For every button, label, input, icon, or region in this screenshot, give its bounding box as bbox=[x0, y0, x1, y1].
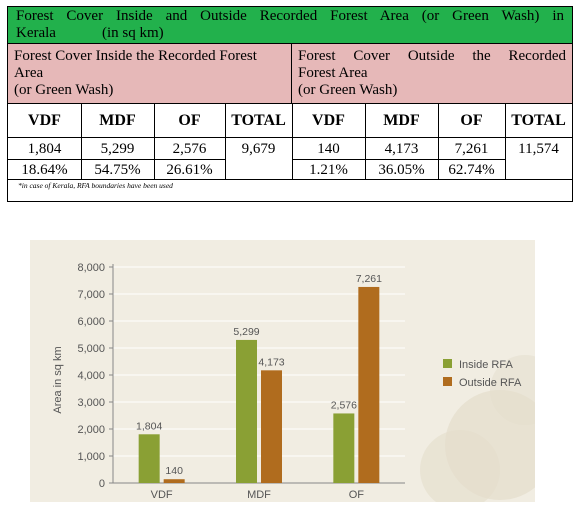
inside-heading-line3: (or Green Wash) bbox=[14, 82, 114, 98]
value-mdf-outside: 4,173 bbox=[384, 141, 419, 157]
table-rule bbox=[438, 104, 439, 179]
col-header-total-outside: TOTAL bbox=[511, 112, 566, 129]
y-tick-label: 8,000 bbox=[77, 262, 105, 274]
bar-mdf-inside bbox=[236, 339, 257, 483]
outside-heading-line1: Forest Cover Outside the Recorded bbox=[298, 48, 566, 64]
bar-mdf-outside bbox=[261, 370, 282, 483]
col-header-of-outside: OF bbox=[460, 112, 483, 129]
value-vdf-outside: 140 bbox=[317, 141, 340, 157]
outside-heading-line3: (or Green Wash) bbox=[298, 82, 398, 98]
y-tick-label: 6,000 bbox=[77, 316, 105, 328]
value-total-inside: 9,679 bbox=[241, 141, 276, 157]
percent-mdf-outside: 36.05% bbox=[378, 162, 425, 178]
value-of-inside: 2,576 bbox=[172, 141, 207, 157]
x-category-label: OF bbox=[349, 489, 365, 501]
x-category-label: VDF bbox=[151, 489, 173, 501]
table-rule bbox=[8, 159, 225, 160]
table-group-headings: Forest Cover Inside the Recorded Forest … bbox=[8, 44, 572, 104]
y-tick-label: 1,000 bbox=[77, 451, 105, 463]
legend-label: Inside RFA bbox=[459, 359, 513, 371]
value-mdf-inside: 5,299 bbox=[100, 141, 135, 157]
col-header-total-inside: TOTAL bbox=[231, 112, 286, 129]
table-title-line2: Kerala (in sq km) bbox=[16, 25, 564, 42]
percent-mdf-inside: 54.75% bbox=[94, 162, 141, 178]
col-header-of-inside: OF bbox=[178, 112, 201, 129]
data-label: 140 bbox=[165, 465, 183, 477]
table-footnote: *in case of Kerala, RFA boundaries have … bbox=[18, 181, 173, 190]
table-rule bbox=[292, 159, 505, 160]
y-tick-label: 4,000 bbox=[77, 370, 105, 382]
table-title-unit: (in sq km) bbox=[101, 25, 164, 41]
table-title: Forest Cover Inside and Outside Recorded… bbox=[8, 7, 572, 44]
y-axis-title: Area in sq km bbox=[52, 346, 64, 413]
bar-of-inside bbox=[333, 413, 355, 483]
col-header-mdf-outside: MDF bbox=[383, 112, 420, 129]
bar-chart: 0 1,000 2,000 3,000 4,000 5,000 6,000 7,000 8,00… bbox=[52, 262, 535, 502]
table-title-region: Kerala bbox=[16, 25, 56, 41]
legend-label: Outside RFA bbox=[459, 377, 522, 389]
legend-swatch-inside bbox=[443, 359, 452, 368]
col-header-vdf-outside: VDF bbox=[312, 112, 345, 129]
data-label: 5,299 bbox=[233, 326, 259, 338]
table-title-line1: Forest Cover Inside and Outside Recorded… bbox=[16, 8, 564, 24]
data-label: 2,576 bbox=[331, 399, 357, 411]
percent-of-inside: 26.61% bbox=[166, 162, 213, 178]
table-rule bbox=[505, 104, 506, 179]
value-total-outside: 11,574 bbox=[518, 141, 559, 157]
data-label: 7,261 bbox=[356, 273, 382, 285]
table-rule bbox=[8, 137, 572, 138]
data-label: 1,804 bbox=[136, 420, 162, 432]
bar-vdf-outside bbox=[163, 479, 185, 483]
table-rule bbox=[292, 104, 293, 179]
inside-heading-line1: Forest Cover Inside the Recorded Forest bbox=[14, 48, 257, 64]
y-tick-label: 3,000 bbox=[77, 397, 105, 409]
y-tick-label: 5,000 bbox=[77, 343, 105, 355]
outside-rfa-heading: Forest Cover Outside the Recorded Forest… bbox=[292, 44, 572, 103]
y-tick-label: 2,000 bbox=[77, 424, 105, 436]
bar-vdf-inside bbox=[138, 434, 160, 483]
x-category-label: MDF bbox=[247, 489, 271, 501]
table-rule bbox=[365, 104, 366, 179]
data-label: 4,173 bbox=[258, 356, 284, 368]
inside-heading-line2: Area bbox=[14, 65, 44, 81]
col-header-vdf-inside: VDF bbox=[28, 112, 61, 129]
bar-chart-panel: 0 1,000 2,000 3,000 4,000 5,000 6,000 7,000 8,00… bbox=[30, 240, 535, 502]
legend-swatch-outside bbox=[443, 377, 452, 386]
table-rule bbox=[8, 179, 572, 180]
table-rule bbox=[154, 104, 155, 179]
table-rule bbox=[225, 104, 226, 179]
outside-heading-line2: Forest Area bbox=[298, 65, 368, 81]
table-rule bbox=[81, 104, 82, 179]
bar-of-outside bbox=[358, 286, 380, 483]
forest-cover-table: Forest Cover Inside and Outside Recorded… bbox=[7, 6, 573, 202]
y-tick-label: 7,000 bbox=[77, 289, 105, 301]
percent-vdf-inside: 18.64% bbox=[21, 162, 68, 178]
col-header-mdf-inside: MDF bbox=[99, 112, 136, 129]
percent-vdf-outside: 1.21% bbox=[309, 162, 348, 178]
value-of-outside: 7,261 bbox=[454, 141, 489, 157]
y-tick-label: 0 bbox=[99, 478, 105, 490]
tree-watermark bbox=[420, 355, 535, 502]
inside-rfa-heading: Forest Cover Inside the Recorded Forest … bbox=[8, 44, 292, 103]
value-vdf-inside: 1,804 bbox=[27, 141, 62, 157]
percent-of-outside: 62.74% bbox=[448, 162, 495, 178]
